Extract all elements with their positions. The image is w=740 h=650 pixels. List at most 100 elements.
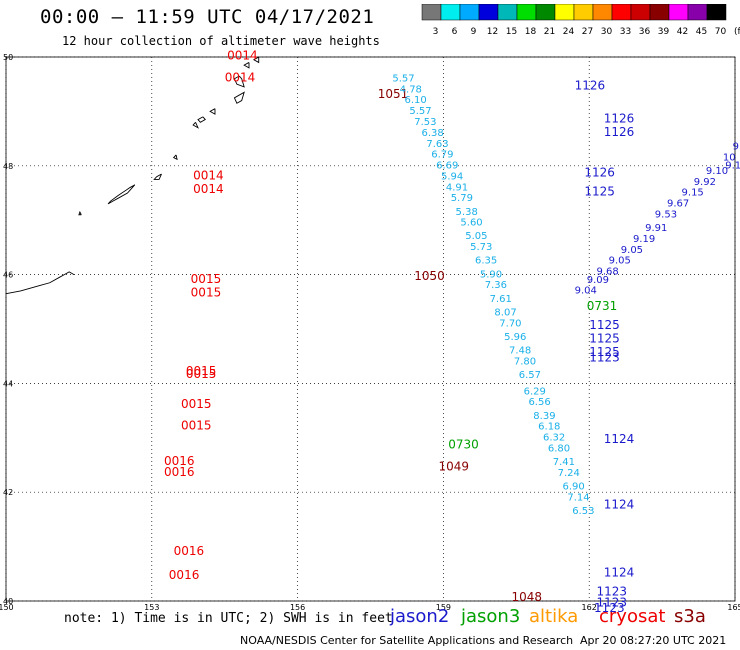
pass-time-label: 1124: [604, 432, 635, 446]
latitude-label: 40: [3, 597, 13, 606]
pass-time-label: 1051: [378, 87, 409, 101]
coastline-outline: [197, 116, 206, 123]
longitude-label: 165: [727, 603, 740, 612]
pass-time-label: 1124: [604, 498, 635, 512]
wave-height-value: 6.90: [562, 481, 584, 492]
pass-time-label: 0016: [174, 544, 205, 558]
wave-height-value: 5.96: [504, 332, 526, 343]
coastline-outline: [172, 154, 178, 161]
wave-height-value: 9.10: [706, 166, 728, 177]
wave-height-value: 5.90: [480, 269, 502, 280]
colorbar-label: 42: [677, 27, 688, 37]
pass-time-label: 0015: [186, 364, 217, 378]
pass-time-label: 0016: [169, 568, 200, 582]
wave-height-value: 9.15: [682, 188, 704, 199]
coastline-outline: [252, 56, 260, 64]
wave-height-value: 5.05: [465, 231, 487, 242]
wave-height-value: 6.79: [431, 150, 453, 161]
wave-height-value: 7.48: [509, 345, 531, 356]
wave-height-value: 6.57: [519, 370, 541, 381]
wave-height-value: 5.79: [451, 193, 473, 204]
legend-jason3: jason3: [461, 606, 521, 627]
wave-height-value: 4.78: [400, 84, 422, 95]
wave-height-value: 5.60: [460, 218, 482, 229]
timestamp-text: Apr 20 08:27:20 UTC 2021: [580, 634, 727, 647]
pass-time-label: 1123: [596, 585, 627, 599]
wave-height-value: 10: [723, 152, 736, 163]
wave-height-value: 5.57: [392, 73, 414, 84]
wave-height-value: 5.57: [409, 106, 431, 117]
wave-height-value: 8.07: [494, 307, 516, 318]
colorbar-unit: (ft): [734, 27, 740, 37]
colorbar-label: 36: [639, 27, 651, 37]
wave-height-value: 7.36: [485, 280, 507, 291]
colorbar-swatch: [706, 4, 727, 21]
pass-time-label: 1123: [596, 595, 627, 609]
wave-height-value: 5.38: [456, 207, 478, 218]
wave-height-value: 9.05: [609, 256, 631, 267]
pass-time-label: 0731: [587, 299, 618, 313]
wave-height-value: 9.: [733, 141, 740, 152]
wave-height-value: 9.92: [694, 177, 716, 188]
colorbar-label: 18: [525, 27, 537, 37]
wave-height-value: 7.24: [558, 468, 580, 479]
wave-height-value: 6.56: [528, 397, 550, 408]
wave-height-value: 6.53: [572, 506, 594, 517]
colorbar-label: 9: [471, 27, 477, 37]
wave-height-value: 6.32: [543, 433, 565, 444]
credit-text: NOAA/NESDIS Center for Satellite Applica…: [240, 634, 574, 647]
longitude-label: 150: [0, 603, 14, 612]
pass-time-label: 1126: [575, 79, 606, 93]
pass-time-label: 0014: [193, 168, 224, 182]
wave-height-value: 6.80: [548, 443, 570, 454]
latitude-label: 42: [3, 488, 13, 497]
coastline-outline: [107, 184, 136, 205]
coastline-outline: [78, 210, 82, 216]
pass-time-label: 1048: [511, 590, 542, 604]
pass-time-label: 1049: [439, 459, 470, 473]
colorbar-label: 45: [696, 27, 707, 37]
colorbar-label: 27: [582, 27, 593, 37]
wave-height-value: 7.80: [514, 356, 536, 367]
pass-time-label: 1125: [589, 345, 620, 359]
longitude-label: 153: [144, 603, 159, 612]
latitude-label: 46: [3, 271, 13, 280]
wave-height-value: 9.91: [645, 223, 667, 234]
colorbar-label: 15: [506, 27, 517, 37]
wave-height-value: 7.63: [426, 139, 448, 150]
pass-time-label: 1125: [584, 185, 615, 199]
colorbar-label: 3: [433, 27, 439, 37]
wave-height-value: 6.38: [422, 128, 444, 139]
pass-time-label: 1124: [604, 566, 635, 580]
pass-time-label: 0730: [448, 438, 479, 452]
legend-s3a: s3a: [674, 606, 706, 627]
pass-time-label: 0016: [164, 454, 195, 468]
wave-height-value: 9.53: [655, 209, 677, 220]
page-title: 00:00 – 11:59 UTC 04/17/2021: [40, 6, 375, 28]
wave-height-value: 5.94: [441, 171, 463, 182]
latitude-label: 48: [3, 162, 13, 171]
pass-time-label: 0015: [181, 397, 212, 411]
wave-height-value: 6.35: [475, 256, 497, 267]
colorbar-label: 30: [601, 27, 613, 37]
wave-height-value: 9.05: [621, 245, 643, 256]
longitude-label: 162: [582, 603, 597, 612]
coastline-outline: [153, 173, 162, 180]
pass-time-label: 0015: [191, 285, 222, 299]
wave-height-value: 9.19: [633, 234, 655, 245]
wave-height-value: 9.15: [725, 161, 740, 172]
pass-time-label: 0016: [164, 465, 195, 479]
legend-altika: altika: [529, 606, 579, 627]
longitude-label: 159: [436, 603, 451, 612]
coastline-outline: [243, 62, 250, 69]
longitude-label: 156: [290, 603, 305, 612]
latitude-label: 50: [3, 53, 13, 62]
wave-height-map: 1501531561591621655048464442409.109.159.…: [0, 49, 740, 612]
legend-jason2: jason2: [390, 606, 450, 627]
wave-height-value: 6.29: [524, 386, 546, 397]
pass-time-label: 1123: [589, 351, 620, 365]
coastline-outline: [233, 91, 245, 104]
colorbar-label: 39: [658, 27, 670, 37]
